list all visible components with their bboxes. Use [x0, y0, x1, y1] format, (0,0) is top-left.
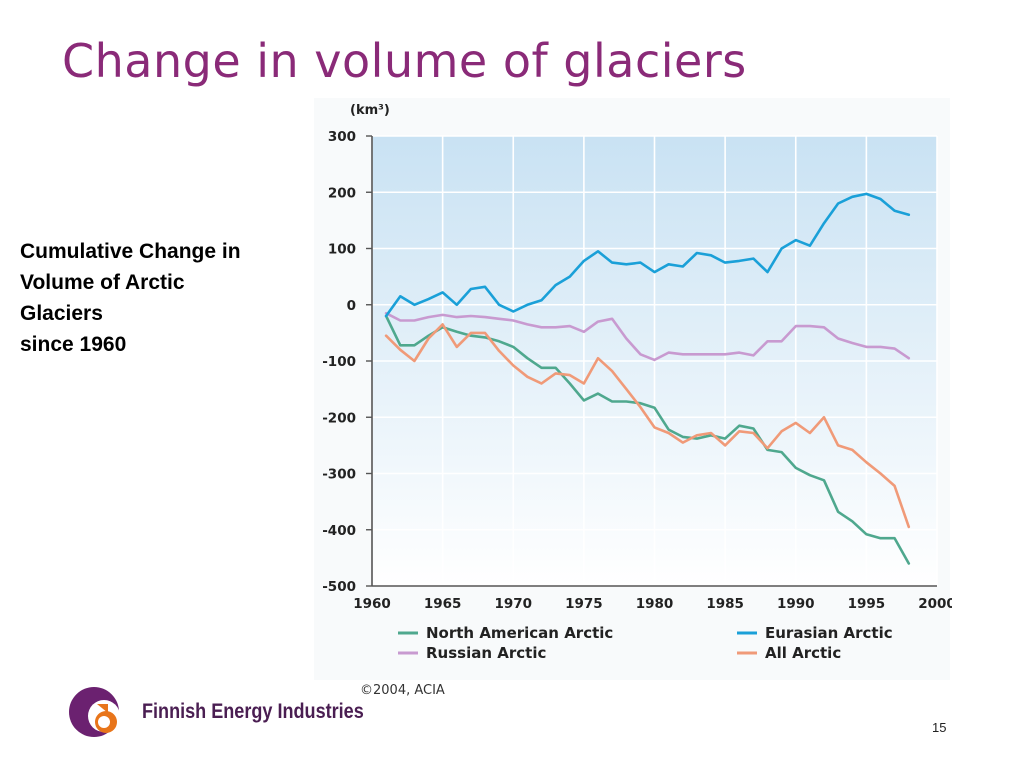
- caption-line: Glaciers: [20, 302, 103, 325]
- eurasian-arcticline: [384, 192, 911, 318]
- x-tick-label: 2000: [918, 596, 952, 612]
- north-american-arcticline: [384, 314, 911, 565]
- x-tick-label: 1990: [777, 596, 815, 612]
- chart-caption: Cumulative Change in Volume of Arctic Gl…: [20, 236, 310, 360]
- y-unit-label: (km³): [350, 103, 390, 118]
- caption-line: Cumulative Change in: [20, 240, 241, 263]
- all-arcticline: [384, 323, 911, 529]
- x-tick-label: 1960: [353, 596, 391, 612]
- y-tick-label: -100: [322, 354, 356, 370]
- glacier-volume-chart: 1960 1965 1970 1975 1980 1985 1990 1995 2000 300 2…: [312, 98, 952, 704]
- x-tick-label: 1965: [424, 596, 462, 612]
- x-tick-label: 1970: [494, 596, 532, 612]
- caption-line: since 1960: [20, 333, 127, 356]
- caption-line: Volume of Arctic: [20, 271, 185, 294]
- russian-arcticline: [384, 311, 911, 362]
- x-tick-label: 1980: [636, 596, 674, 612]
- x-tick-label: 1995: [848, 596, 886, 612]
- legend-label: All Arctic: [765, 644, 841, 662]
- y-tick-label: 100: [328, 242, 356, 258]
- y-tick-label: 0: [347, 298, 356, 314]
- logo-text: Finnish Energy Industries: [142, 700, 364, 723]
- x-tick-label: 1985: [706, 596, 744, 612]
- y-tick-label: -500: [322, 579, 356, 595]
- y-tick-label: -300: [322, 467, 356, 483]
- slide-title: Change in volume of glaciers: [62, 34, 747, 88]
- page-number: 15: [932, 720, 947, 735]
- credit-label: ©2004, ACIA: [360, 683, 445, 698]
- y-tick-label: -400: [322, 523, 356, 539]
- y-tick-label: 200: [328, 185, 356, 201]
- y-tick-label: 300: [328, 129, 356, 145]
- logo-icon: [69, 687, 120, 737]
- x-tick-label: 1975: [565, 596, 603, 612]
- legend-label: North American Arctic: [426, 624, 613, 642]
- legend-label: Eurasian Arctic: [765, 624, 893, 642]
- company-logo: Finnish Energy Industries: [64, 682, 364, 742]
- legend-label: Russian Arctic: [426, 644, 546, 662]
- y-tick-label: -200: [322, 410, 356, 426]
